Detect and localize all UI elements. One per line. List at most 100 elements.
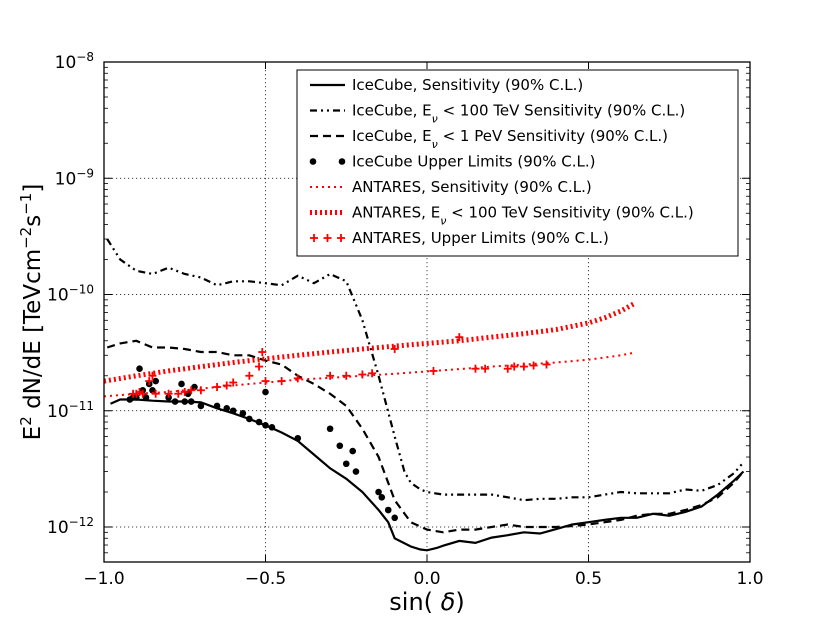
y-tick-base: 10 bbox=[55, 169, 77, 189]
data-point bbox=[342, 460, 350, 468]
data-point bbox=[336, 442, 344, 450]
data-point bbox=[262, 388, 269, 396]
data-point bbox=[181, 398, 189, 405]
data-point bbox=[349, 447, 357, 455]
legend-label-pre: IceCube Upper Limits (90% C.L.) bbox=[352, 153, 596, 171]
legend-marker bbox=[338, 158, 346, 165]
data-point bbox=[149, 386, 156, 394]
data-point bbox=[223, 404, 231, 412]
y-label-pre: E bbox=[20, 426, 46, 441]
legend: IceCube, Sensitivity (90% C.L.) IceCube, … bbox=[296, 69, 739, 257]
data-point bbox=[378, 494, 386, 501]
y-label-exp2: −1 bbox=[17, 193, 35, 215]
legend-label-pre: ANTARES, Upper Limits (90% C.L.) bbox=[352, 229, 609, 247]
data-point bbox=[191, 383, 198, 391]
y-label-sq: 2 bbox=[17, 416, 35, 426]
series-3 bbox=[126, 365, 399, 522]
legend-label-pre: IceCube, E bbox=[352, 127, 432, 145]
y-tick-base: 10 bbox=[47, 286, 69, 306]
data-point bbox=[294, 434, 302, 442]
legend-label-pre: IceCube, E bbox=[352, 102, 432, 120]
series-line bbox=[106, 339, 745, 534]
y-tick-label: 10−10 bbox=[47, 283, 94, 306]
data-point bbox=[375, 488, 382, 496]
series-layer bbox=[104, 238, 745, 552]
y-label-s: s bbox=[20, 215, 46, 227]
x-label-delta: δ bbox=[441, 588, 456, 616]
x-axis-label: sin( δ) bbox=[389, 588, 464, 616]
x-axis-label-text: sin( bbox=[389, 588, 433, 616]
legend-item: IceCube, Sensitivity (90% C.L.) bbox=[310, 76, 583, 94]
y-tick-base: 10 bbox=[47, 402, 69, 422]
data-point bbox=[326, 425, 334, 433]
series-line bbox=[110, 398, 745, 552]
legend-label-sub: ν bbox=[432, 138, 438, 151]
legend-label: ANTARES, Sensitivity (90% C.L.) bbox=[352, 178, 592, 196]
data-point bbox=[352, 468, 360, 475]
x-label-tail: ) bbox=[455, 588, 464, 616]
y-tick-exponent: −9 bbox=[76, 166, 94, 180]
data-point bbox=[136, 365, 143, 373]
legend-label: IceCube, Eν < 1 PeV Sensitivity (90% C.L… bbox=[352, 127, 668, 151]
y-tick-exponent: −11 bbox=[69, 399, 94, 413]
legend-label: ANTARES, Eν < 100 TeV Sensitivity (90% C… bbox=[352, 204, 694, 228]
y-axis-label: E2 dN/dE [TeVcm−2s−1] bbox=[17, 184, 46, 441]
legend-item: ANTARES, Sensitivity (90% C.L.) bbox=[310, 178, 592, 196]
y-label-mid: dN/dE [TeVcm bbox=[20, 249, 46, 416]
legend-label-post: < 100 TeV Sensitivity (90% C.L.) bbox=[438, 102, 685, 120]
data-point bbox=[187, 398, 195, 405]
y-tick-base: 10 bbox=[47, 518, 69, 538]
y-tick-label: 10−11 bbox=[47, 399, 94, 422]
y-tick-label: 10−9 bbox=[55, 166, 94, 189]
y-tick-exponent: −10 bbox=[69, 283, 94, 297]
series-4 bbox=[104, 351, 634, 398]
x-tick-label: −1.0 bbox=[83, 569, 124, 589]
legend-label-pre: IceCube, Sensitivity (90% C.L.) bbox=[352, 76, 583, 94]
data-point bbox=[197, 402, 205, 410]
x-tick-label: 0.0 bbox=[413, 569, 440, 589]
legend-label-post: < 1 PeV Sensitivity (90% C.L.) bbox=[438, 127, 668, 145]
data-point bbox=[213, 402, 221, 410]
data-point bbox=[384, 506, 392, 514]
legend-box bbox=[296, 69, 739, 257]
data-point bbox=[262, 421, 269, 429]
y-label-post: ] bbox=[20, 184, 46, 193]
legend-label-sub: ν bbox=[432, 112, 438, 125]
series-6 bbox=[129, 333, 551, 398]
x-tick-label: −0.5 bbox=[245, 569, 286, 589]
legend-item: IceCube, Eν < 100 TeV Sensitivity (90% C… bbox=[310, 102, 685, 126]
legend-label-pre: ANTARES, Sensitivity (90% C.L.) bbox=[352, 178, 592, 196]
legend-marker bbox=[309, 158, 317, 165]
y-label-exp1: −2 bbox=[17, 227, 35, 249]
x-tick-label: 0.5 bbox=[575, 569, 602, 589]
legend-label-sub: ν bbox=[440, 214, 446, 227]
data-point bbox=[255, 418, 263, 426]
series-line bbox=[104, 351, 634, 398]
data-point bbox=[152, 377, 159, 385]
legend-item: ANTARES, Upper Limits (90% C.L.) bbox=[310, 229, 609, 247]
legend-label: IceCube Upper Limits (90% C.L.) bbox=[352, 153, 596, 171]
legend-label: ANTARES, Upper Limits (90% C.L.) bbox=[352, 229, 609, 247]
legend-label: IceCube, Eν < 100 TeV Sensitivity (90% C… bbox=[352, 102, 685, 126]
legend-item: IceCube, Eν < 1 PeV Sensitivity (90% C.L… bbox=[310, 127, 668, 151]
y-tick-label: 10−12 bbox=[47, 515, 94, 538]
legend-item: ANTARES, Eν < 100 TeV Sensitivity (90% C… bbox=[310, 204, 694, 228]
legend-item: IceCube Upper Limits (90% C.L.) bbox=[309, 153, 596, 171]
legend-label-post: < 100 TeV Sensitivity (90% C.L.) bbox=[446, 204, 693, 222]
y-tick-label: 10−8 bbox=[55, 50, 94, 73]
data-point bbox=[246, 415, 253, 423]
series-2 bbox=[106, 339, 745, 534]
data-point bbox=[268, 424, 276, 431]
y-tick-exponent: −12 bbox=[69, 515, 94, 529]
x-tick-label: 1.0 bbox=[736, 569, 763, 589]
data-point bbox=[239, 410, 247, 417]
data-point bbox=[178, 380, 185, 388]
legend-label-pre: ANTARES, E bbox=[352, 204, 440, 222]
data-point bbox=[391, 514, 399, 522]
data-point bbox=[229, 407, 237, 415]
data-point bbox=[171, 398, 179, 405]
y-tick-exponent: −8 bbox=[76, 50, 94, 64]
series-0 bbox=[110, 398, 745, 552]
